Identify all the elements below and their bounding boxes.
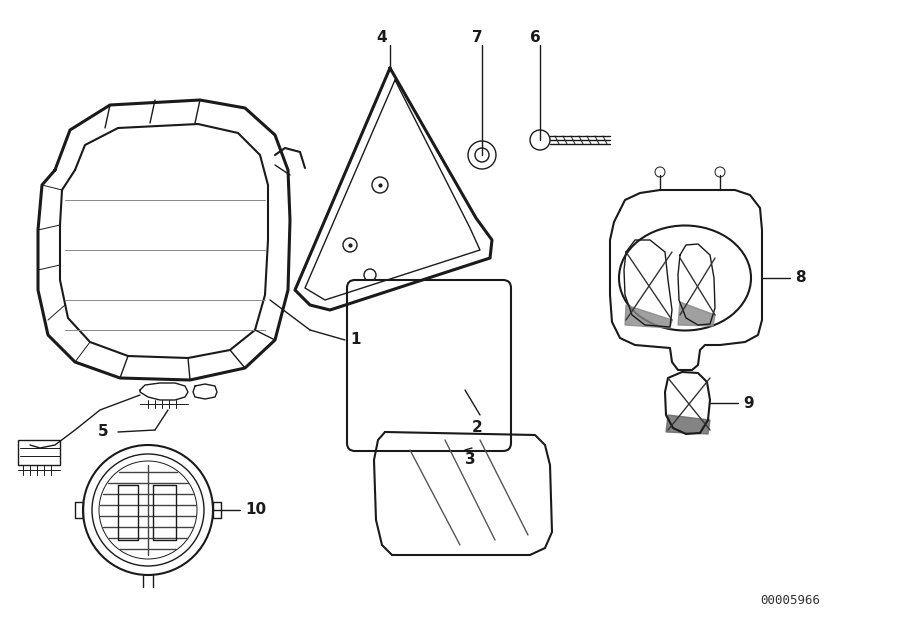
Text: 2: 2 [472,420,482,436]
Text: 10: 10 [245,502,266,518]
Text: 7: 7 [472,30,482,46]
FancyBboxPatch shape [347,280,511,451]
Text: 9: 9 [743,396,753,410]
Polygon shape [666,415,710,434]
Text: 5: 5 [97,425,108,439]
Text: 8: 8 [795,271,806,286]
Text: 00005966: 00005966 [760,594,820,606]
Polygon shape [678,302,715,326]
Text: 6: 6 [529,30,540,46]
FancyBboxPatch shape [18,440,60,465]
Polygon shape [625,305,672,328]
Text: 4: 4 [377,30,387,46]
Text: 1: 1 [350,333,361,347]
Text: 3: 3 [465,453,475,467]
